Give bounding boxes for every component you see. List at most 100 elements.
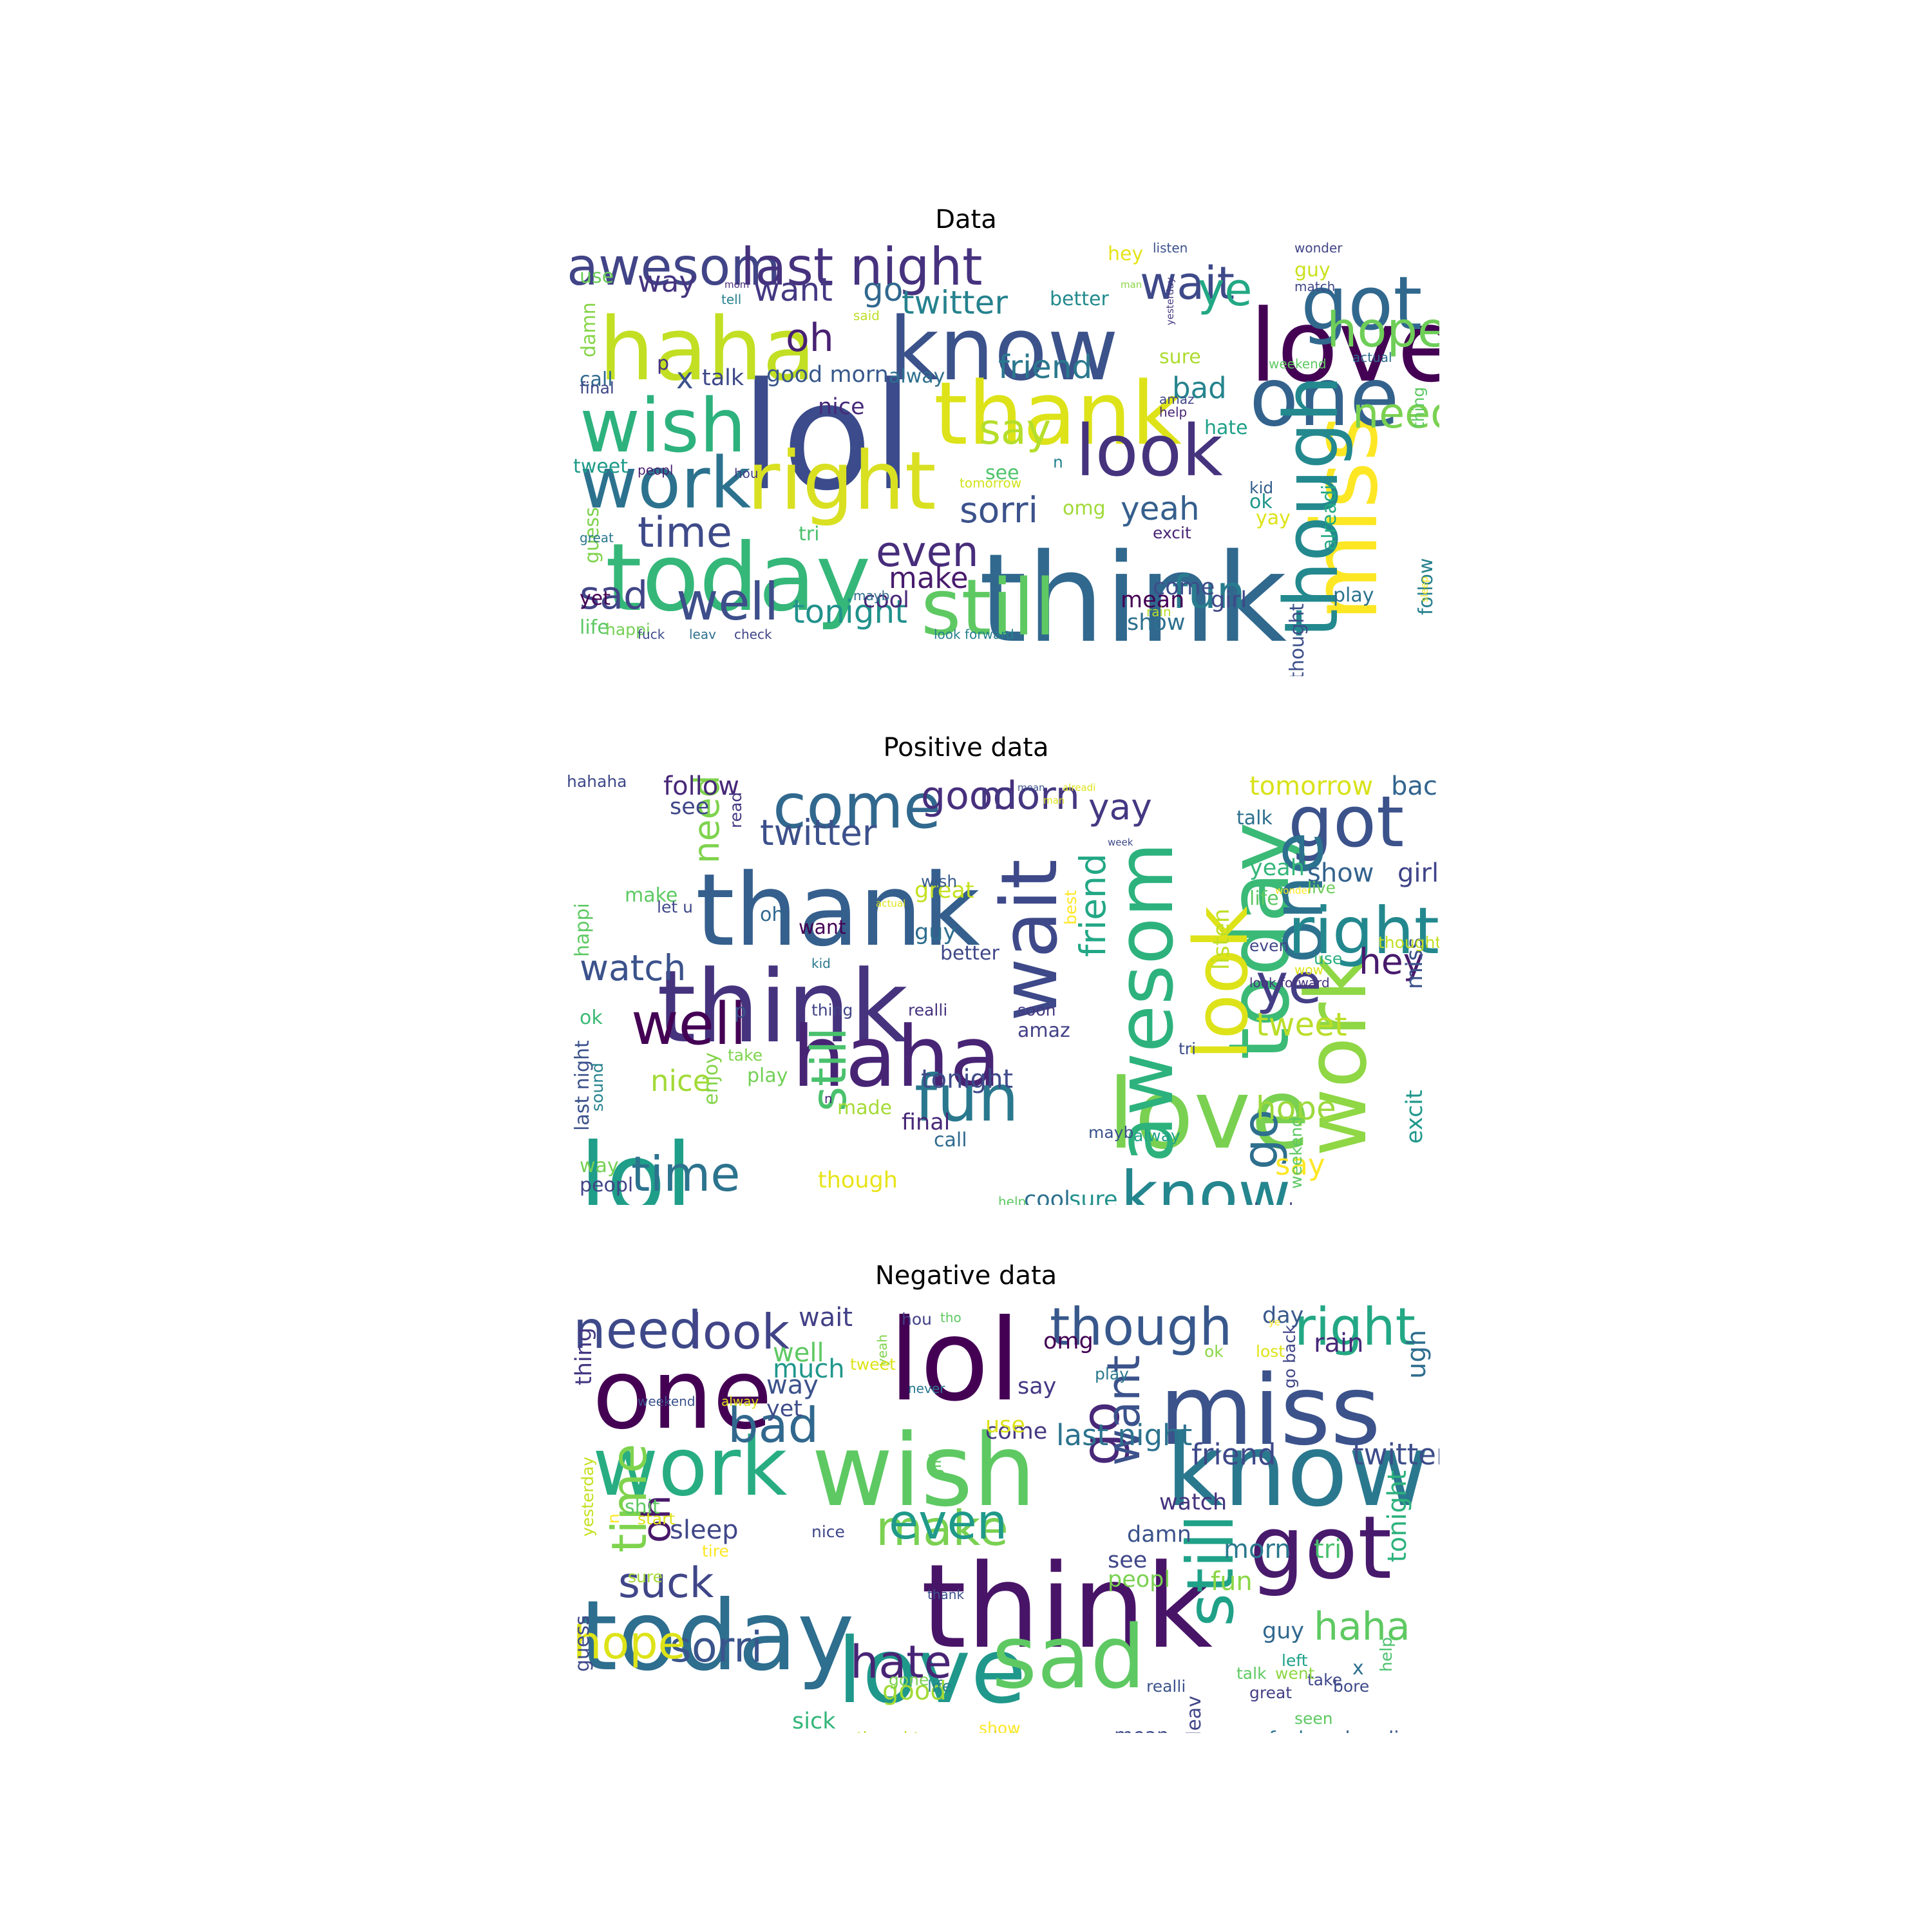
cloud-word: make	[889, 561, 969, 595]
cloud-word: tomorrow	[1249, 772, 1374, 801]
cloud-word: damn	[578, 302, 600, 357]
cloud-word: right	[1288, 893, 1439, 969]
cloud-word: life	[580, 616, 609, 639]
cloud-word: lol	[580, 1123, 693, 1205]
cloud-word: think	[979, 527, 1287, 670]
cloud-word: live	[1307, 878, 1336, 897]
cloud-word: girl	[1397, 858, 1439, 888]
cloud-word: lol	[889, 1296, 1021, 1426]
cloud-word: haha	[599, 299, 816, 400]
cloud-word: excit	[1153, 524, 1191, 542]
cloud-word: mom	[724, 279, 750, 290]
cloud-word: even	[889, 1493, 1008, 1550]
cloud-word: got	[1301, 261, 1423, 347]
cloud-word: suck	[618, 1559, 714, 1607]
cloud-word: peopl	[1108, 1567, 1171, 1593]
cloud-word: weekend	[1269, 356, 1327, 372]
cloud-word: morn	[979, 773, 1080, 819]
cloud-word: kid	[811, 956, 831, 971]
cloud-word: p	[657, 352, 670, 375]
cloud-word: alway	[889, 365, 945, 388]
cloud-word: tonight	[792, 593, 907, 630]
cloud-word: alway	[1133, 1126, 1180, 1145]
cloud-word: look	[1075, 410, 1223, 492]
cloud-word: guess	[571, 1615, 594, 1672]
cloud-word: take	[728, 1046, 763, 1065]
cloud-word: even	[1249, 936, 1289, 955]
cloud-word: thought	[857, 1730, 920, 1733]
cloud-word: p	[734, 1000, 747, 1023]
cloud-word: way	[766, 1370, 819, 1400]
cloud-word: think	[657, 949, 909, 1065]
cloud-word: rain	[1146, 604, 1171, 620]
cloud-word: life	[1249, 887, 1279, 910]
cloud-word: listen	[1153, 240, 1188, 256]
cloud-word: haha	[792, 1008, 1001, 1106]
cloud-word: kid	[1249, 478, 1274, 497]
cloud-word: watch	[580, 947, 687, 989]
cloud-word: hope	[573, 1616, 686, 1669]
cloud-word: nice	[818, 394, 865, 420]
cloud-word: make	[625, 884, 678, 907]
cloud-word: final	[580, 379, 614, 397]
cloud-word: girl	[1211, 587, 1247, 613]
cloud-word: thing	[571, 1327, 597, 1385]
cloud-word: nice	[811, 1522, 845, 1541]
cloud-word: thing	[811, 1001, 853, 1019]
cloud-word: hahaha	[567, 772, 627, 791]
cloud-word: show	[979, 1719, 1021, 1733]
cloud-word: hope	[1327, 301, 1439, 358]
cloud-word: wait	[985, 858, 1075, 1021]
cloud-word: yesterday	[578, 1456, 597, 1537]
cloud-word: take	[1307, 1671, 1343, 1689]
cloud-word: happi	[571, 903, 594, 957]
cloud-word: tri	[1179, 1039, 1197, 1058]
cloud-word: hou	[902, 1310, 932, 1329]
cloud-word: yet	[580, 587, 611, 610]
cloud-word: come	[985, 1419, 1048, 1444]
cloud-word: watch	[1159, 1490, 1227, 1515]
cloud-word: said	[853, 308, 880, 323]
cloud-word: day	[1262, 1303, 1304, 1329]
cloud-word: call	[934, 1129, 967, 1151]
cloud-word: talk	[702, 365, 744, 391]
cloud-word: thought	[1378, 933, 1439, 952]
cloud-word: sad	[992, 1607, 1146, 1708]
cloud-word: left	[1282, 1651, 1308, 1670]
cloud-word: ye	[1198, 263, 1253, 316]
cloud-word: well	[676, 572, 779, 632]
cloud-word: want	[753, 271, 833, 308]
cloud-word: yeah	[1121, 490, 1200, 527]
cloud-word: show	[1307, 858, 1374, 888]
cloud-word: yay	[1088, 786, 1152, 828]
cloud-word: friend	[1072, 853, 1113, 957]
cloud-word: sure	[628, 1567, 663, 1586]
cloud-word: hou	[734, 466, 759, 481]
cloud-word: actual	[1352, 350, 1392, 365]
cloud-word: say	[1018, 1374, 1057, 1399]
cloud-word: twitter	[760, 812, 877, 853]
cloud-word: check	[734, 627, 772, 642]
cloud-word: go back	[1280, 1325, 1299, 1388]
cloud-word: realli	[1146, 1677, 1186, 1696]
cloud-word: think	[921, 1540, 1213, 1674]
cloud-word: soon	[1018, 1001, 1056, 1019]
cloud-word: mean	[1121, 587, 1185, 613]
cloud-word: need	[573, 1300, 702, 1360]
cloud-word: well	[773, 1338, 824, 1368]
cloud-word: hey	[1108, 243, 1144, 265]
cloud-word: thank	[696, 852, 980, 969]
cloud-word: realli	[908, 1001, 948, 1019]
cloud-word: sleep	[670, 1515, 739, 1545]
cloud-word: rain	[1314, 1329, 1364, 1358]
cloud-word: use	[985, 1412, 1025, 1438]
cloud-word: today	[580, 1580, 855, 1692]
cloud-word: call	[580, 368, 613, 391]
cloud-word: man	[1121, 279, 1142, 290]
cloud-word: yet	[766, 1396, 802, 1422]
cloud-word: start	[638, 1510, 676, 1528]
cloud-word: n	[604, 1513, 623, 1524]
cloud-word: need	[1352, 390, 1439, 438]
cloud-word: sorri	[670, 1624, 762, 1672]
cloud-word: week	[1108, 837, 1133, 848]
